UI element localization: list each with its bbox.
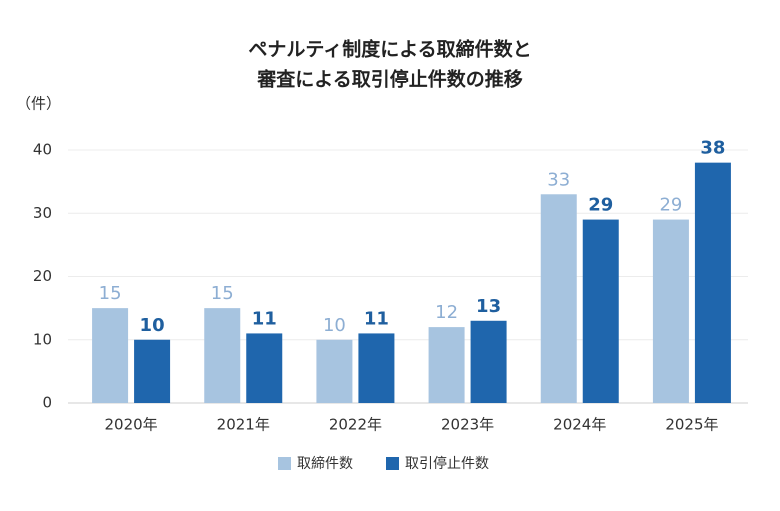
value-label: 15: [211, 283, 234, 304]
bar: [540, 194, 577, 403]
legend-label: 取引停止件数: [405, 455, 489, 472]
bar: [134, 339, 171, 403]
y-tick-label: 30: [33, 204, 52, 222]
value-label: 13: [476, 296, 501, 317]
x-tick-label: 2022年: [329, 416, 382, 434]
value-label: 15: [99, 283, 122, 304]
bar: [246, 333, 283, 403]
x-tick-label: 2020年: [104, 416, 157, 434]
value-label: 12: [435, 302, 458, 323]
bar: [358, 333, 395, 403]
legend-swatch: [386, 457, 399, 470]
bar: [694, 162, 731, 403]
value-label: 33: [547, 169, 570, 190]
bar: [582, 219, 619, 403]
bar: [428, 327, 465, 403]
value-label: 10: [140, 315, 165, 336]
x-tick-label: 2024年: [553, 416, 606, 434]
bar: [470, 320, 507, 403]
chart-title: ペナルティ制度による取締件数と: [248, 38, 531, 61]
x-tick-label: 2023年: [441, 416, 494, 434]
value-label: 11: [252, 308, 277, 329]
value-label: 10: [323, 315, 346, 336]
legend-label: 取締件数: [297, 455, 353, 472]
y-tick-label: 40: [33, 141, 52, 159]
legend-swatch: [278, 457, 291, 470]
bar: [204, 308, 241, 403]
value-label: 11: [364, 308, 389, 329]
y-tick-label: 0: [42, 394, 52, 412]
y-tick-label: 20: [33, 267, 52, 285]
value-label: 29: [588, 195, 613, 216]
bar: [316, 339, 353, 403]
value-label: 29: [659, 195, 682, 216]
bar: [652, 219, 689, 403]
y-axis-label: （件）: [16, 95, 61, 113]
chart-title: 審査による取引停止件数の推移: [256, 68, 522, 91]
bar: [92, 308, 129, 403]
y-tick-label: 10: [33, 330, 52, 348]
x-tick-label: 2021年: [217, 416, 270, 434]
value-label: 38: [700, 138, 725, 159]
x-tick-label: 2025年: [665, 416, 718, 434]
